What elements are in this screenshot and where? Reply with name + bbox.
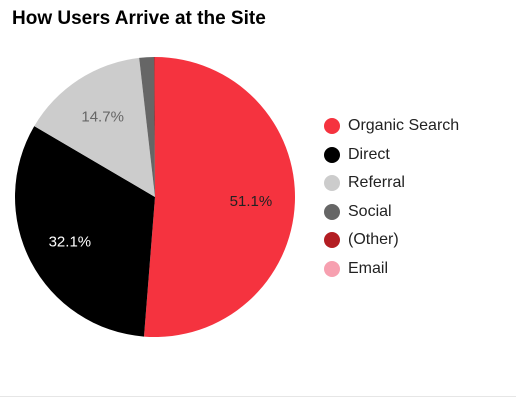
legend-swatch xyxy=(324,203,340,220)
pie-slice-organic-search xyxy=(143,57,296,338)
legend-item-social: Social xyxy=(324,198,459,227)
legend-swatch xyxy=(324,260,340,277)
legend-swatch xyxy=(324,232,340,249)
slice-label-referral: 14.7% xyxy=(81,109,124,126)
pie-slice-other xyxy=(154,57,155,197)
legend-swatch xyxy=(324,146,340,163)
legend-item-email: Email xyxy=(324,255,459,284)
legend-item-other: (Other) xyxy=(324,226,459,255)
legend-swatch xyxy=(324,175,340,192)
legend-item-direct: Direct xyxy=(324,141,459,170)
legend-label: Organic Search xyxy=(348,117,460,135)
slice-label-direct: 32.1% xyxy=(49,233,92,250)
slice-label-organic-search: 51.1% xyxy=(230,193,273,210)
legend-label: Direct xyxy=(348,145,390,163)
pie-slice-referral xyxy=(34,57,156,197)
pie-slices xyxy=(15,57,296,338)
chart-title: How Users Arrive at the Site xyxy=(12,8,266,29)
legend-item-referral: Referral xyxy=(324,169,459,198)
pie-slice-social xyxy=(139,57,155,198)
legend-label: Email xyxy=(348,259,389,277)
legend-label: Referral xyxy=(348,174,405,192)
pie-slice-direct xyxy=(15,126,155,337)
legend-label: Social xyxy=(348,202,392,220)
legend-label: (Other) xyxy=(348,231,399,249)
pie-slice-labels: 51.1% 32.1% 14.7% xyxy=(49,109,273,251)
legend-item-organic-search: Organic Search xyxy=(324,112,459,141)
legend-swatch xyxy=(324,118,340,135)
divider xyxy=(0,396,516,397)
chart-legend: Organic Search Direct Referral Social (Other… xyxy=(324,112,459,283)
